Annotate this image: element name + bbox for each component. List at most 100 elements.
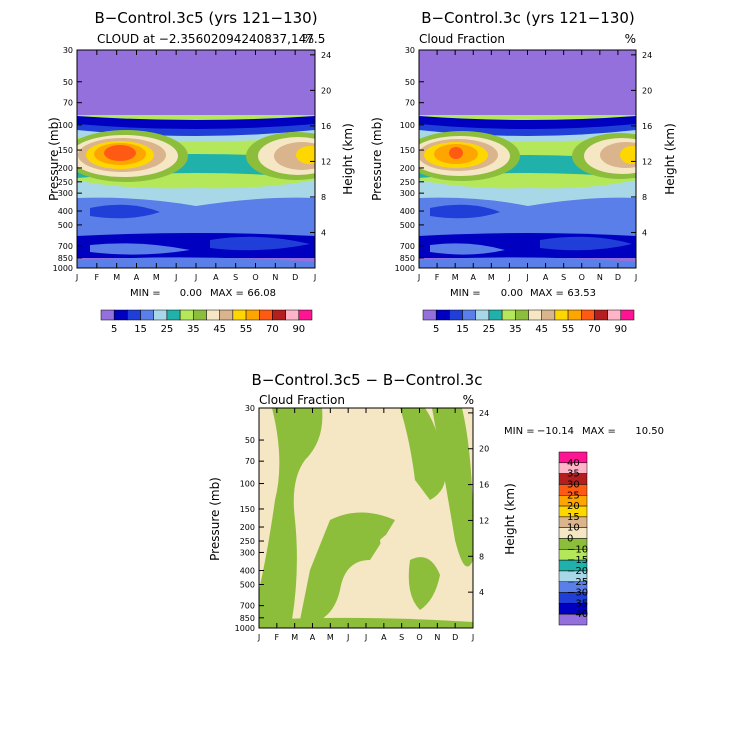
colorbar-swatch — [298, 309, 313, 321]
colorbar-swatch — [620, 309, 635, 321]
colorbar-swatch — [166, 309, 181, 321]
panel-3-ylabel-right: Height (km) — [503, 483, 517, 554]
y-tick-label: 700 — [58, 242, 73, 251]
colorbar-swatch — [462, 309, 476, 321]
colorbar-swatch — [475, 309, 490, 321]
panel-1-left-label: CLOUD at −2.35602094240837,147.5 — [97, 32, 325, 46]
x-tick-label: F — [275, 633, 280, 642]
colorbar-swatch — [594, 309, 608, 321]
x-tick-label: O — [252, 273, 258, 282]
panel-3-ylabel: Pressure (mb) — [208, 477, 222, 561]
y-tick-label: 30 — [405, 46, 415, 55]
colorbar-swatch — [422, 309, 437, 321]
x-tick-label: D — [292, 273, 298, 282]
y-right-tick-label: 16 — [642, 122, 652, 131]
y-right-tick-label: 24 — [642, 51, 652, 60]
colorbar-swatch — [140, 309, 154, 321]
y-tick-label: 150 — [400, 146, 415, 155]
panel-1-min-value: 0.00 — [180, 288, 202, 299]
y-tick-label: 1000 — [53, 264, 73, 273]
panel-2-units: % — [625, 32, 636, 46]
y-tick-label: 200 — [58, 164, 73, 173]
y-tick-label: 700 — [400, 242, 415, 251]
colorbar-label: 10 — [567, 523, 580, 534]
colorbar-swatch — [554, 309, 569, 321]
x-tick-label: M — [452, 273, 459, 282]
x-tick-label: M — [153, 273, 160, 282]
panel-1-title: B−Control.3c5 (yrs 121−130) — [94, 9, 317, 27]
colorbar-label: 45 — [535, 324, 548, 335]
y-tick-label: 250 — [58, 178, 73, 187]
colorbar-label: −15 — [567, 555, 588, 566]
colorbar-label: 35 — [567, 469, 580, 480]
colorbar-label: 5 — [433, 324, 439, 335]
x-tick-label: J — [634, 273, 637, 282]
colorbar-swatch — [515, 309, 529, 321]
y-tick-label: 250 — [400, 178, 415, 187]
panel-2: B−Control.3c (yrs 121−130) Cloud Fractio… — [370, 9, 677, 335]
y-right-tick-label: 16 — [479, 481, 489, 490]
panel-2-ylabel-right: Height (km) — [663, 123, 677, 194]
colorbar-swatch — [206, 309, 220, 321]
panel-1-units: % — [303, 32, 314, 46]
y-right-tick-label: 20 — [642, 86, 652, 95]
panel-3-min-value: −10.14 — [537, 426, 574, 437]
y-tick-label: 500 — [400, 221, 415, 230]
panel-3-stats: MIN = −10.14 MAX = 10.50 — [504, 426, 664, 437]
colorbar-label: 70 — [266, 324, 279, 335]
colorbar-label: −25 — [567, 577, 588, 588]
panel-1-colorbar: 5 15 25 35 45 55 70 90 — [100, 309, 313, 335]
panel-1-ylabel: Pressure (mb) — [47, 117, 61, 201]
panel-2-min-value: 0.00 — [501, 288, 523, 299]
panel-1: B−Control.3c5 (yrs 121−130) CLOUD at −2.… — [47, 9, 355, 335]
x-tick-label: J — [417, 273, 420, 282]
y-tick-label: 500 — [58, 221, 73, 230]
colorbar-label: 15 — [134, 324, 147, 335]
colorbar-swatch — [219, 309, 234, 321]
y-right-tick-label: 4 — [321, 228, 326, 237]
colorbar-swatch — [179, 309, 194, 321]
colorbar-swatch — [272, 309, 286, 321]
x-tick-label: A — [134, 273, 140, 282]
colorbar-swatch — [245, 309, 260, 321]
x-tick-label: A — [381, 633, 387, 642]
colorbar-label: 15 — [567, 512, 580, 523]
colorbar-label: 30 — [567, 479, 580, 490]
panel-2-title: B−Control.3c (yrs 121−130) — [421, 9, 635, 27]
colorbar-swatch — [113, 309, 128, 321]
y-right-tick-label: 8 — [321, 193, 326, 202]
colorbar-swatch — [488, 309, 503, 321]
panel-3-min-label: MIN = — [504, 426, 535, 437]
panel-2-stats: MIN = 0.00 MAX = 63.53 — [450, 288, 596, 299]
panel-2-min-label: MIN = — [450, 288, 481, 299]
colorbar-label: −40 — [567, 609, 588, 620]
y-tick-label: 200 — [240, 523, 255, 532]
x-tick-label: F — [435, 273, 440, 282]
panel-3-max-value: 10.50 — [635, 426, 664, 437]
y-right-tick-label: 16 — [321, 122, 331, 131]
x-tick-label: A — [471, 273, 477, 282]
y-tick-label: 850 — [240, 614, 255, 623]
colorbar-label: 15 — [456, 324, 469, 335]
colorbar-label: 25 — [483, 324, 496, 335]
colorbar-label: 0 — [567, 534, 573, 545]
x-tick-label: O — [416, 633, 422, 642]
colorbar-swatch — [558, 613, 588, 626]
x-tick-label: J — [257, 633, 260, 642]
x-tick-label: J — [471, 633, 474, 642]
y-right-tick-label: 12 — [479, 516, 489, 525]
panel-2-contours — [419, 50, 636, 268]
y-tick-label: 300 — [240, 548, 255, 557]
colorbar-swatch — [153, 309, 168, 321]
x-tick-label: D — [615, 273, 621, 282]
y-tick-label: 50 — [63, 78, 73, 87]
colorbar-label: −35 — [567, 598, 588, 609]
x-tick-label: O — [579, 273, 585, 282]
y-tick-label: 200 — [400, 164, 415, 173]
colorbar-label: −10 — [567, 544, 588, 555]
panel-3-units: % — [463, 393, 474, 407]
colorbar-label: 55 — [240, 324, 253, 335]
